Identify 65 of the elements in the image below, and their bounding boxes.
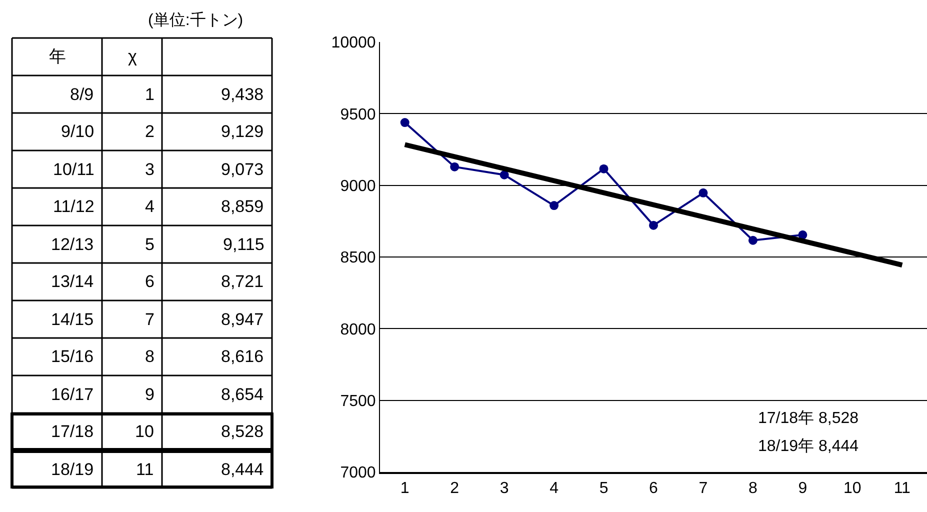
x-tick-label: 2 [450, 480, 460, 498]
text: 11/12 [53, 197, 94, 216]
text: 1 [145, 85, 154, 104]
text: 8,616 [221, 347, 264, 366]
text: 8,444 [221, 460, 264, 479]
text: 8,721 [221, 272, 264, 291]
text: 年 [49, 47, 66, 66]
text: 9,129 [221, 122, 264, 141]
x-tick-label: 3 [500, 480, 509, 498]
text: (単位:千トン) [148, 11, 244, 29]
point [698, 188, 708, 198]
text: 8,859 [221, 197, 264, 216]
text: 4 [145, 197, 154, 216]
text: 9 [145, 385, 154, 404]
text: 8 [145, 347, 154, 366]
point [450, 162, 460, 172]
point [500, 170, 509, 180]
text: 16/17 [51, 385, 94, 404]
text: 9,438 [221, 85, 264, 104]
x-tick-label: 6 [649, 480, 658, 498]
text: 5 [145, 235, 154, 254]
annotation: 17/18年 8,528 [758, 410, 859, 427]
point [400, 118, 410, 128]
annotation: 18/19年 8,444 [758, 438, 859, 455]
text: 10 [135, 422, 154, 441]
text: 10/11 [53, 160, 94, 179]
y-tick-label: 10000 [331, 34, 376, 52]
text: 17/18 [51, 422, 94, 441]
y-tick-label: 7500 [340, 392, 376, 410]
text: 9,073 [221, 160, 264, 179]
text: 8/9 [70, 85, 94, 104]
text: 11 [136, 460, 154, 479]
text: 9/10 [61, 122, 94, 141]
point [599, 164, 608, 174]
text: 12/13 [51, 235, 94, 254]
text: 14/15 [51, 310, 94, 329]
text: 9,115 [223, 235, 264, 254]
text: 2 [145, 122, 154, 141]
x-tick-label: 11 [894, 480, 911, 498]
y-tick-label: 8000 [340, 321, 376, 338]
x-tick-label: 5 [599, 480, 608, 498]
x-tick-label: 8 [748, 480, 758, 498]
text: 8,654 [221, 385, 264, 404]
text: 8,947 [221, 310, 264, 329]
text: χ [128, 47, 137, 66]
x-tick-label: 9 [798, 480, 808, 498]
point [748, 236, 758, 245]
point [550, 201, 559, 210]
text: 13/14 [51, 272, 94, 291]
text: 8,528 [221, 422, 264, 441]
y-tick-label: 8500 [340, 250, 376, 267]
x-tick-label: 10 [844, 480, 862, 498]
text: 7 [145, 310, 154, 329]
x-tick-label: 4 [550, 480, 559, 498]
y-tick-label: 7000 [340, 464, 376, 482]
text: 15/16 [51, 347, 94, 366]
text: 18/19 [51, 460, 94, 479]
y-tick-label: 9000 [340, 178, 376, 195]
point [649, 220, 658, 230]
point [798, 230, 808, 240]
y-tick-label: 9500 [340, 106, 376, 124]
x-tick-label: 7 [698, 480, 708, 498]
text: 3 [145, 160, 154, 179]
x-tick-label: 1 [400, 480, 410, 498]
text: 6 [145, 272, 154, 291]
